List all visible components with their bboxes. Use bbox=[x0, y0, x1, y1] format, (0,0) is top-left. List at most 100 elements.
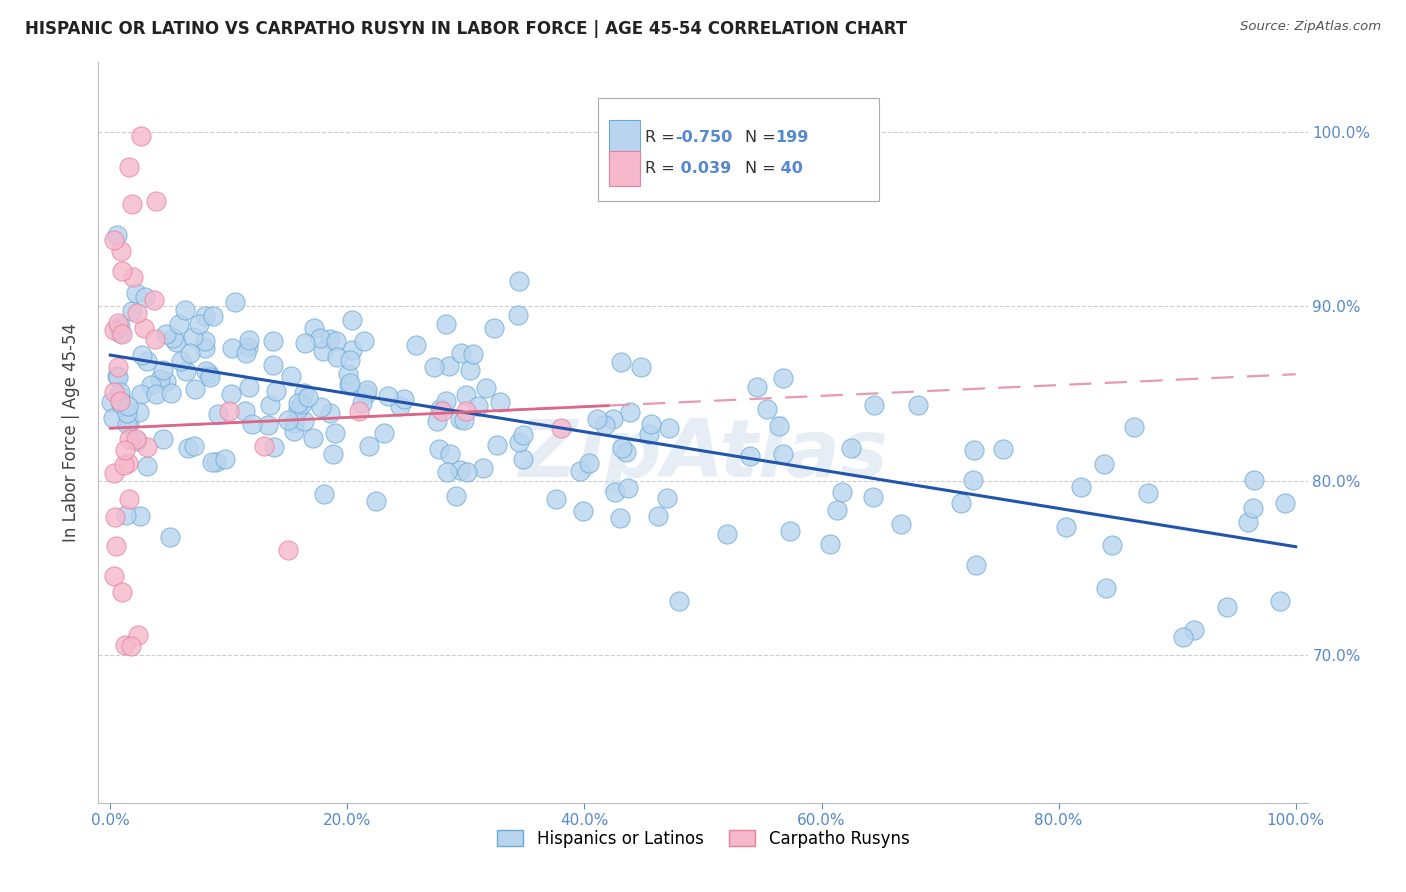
Hispanics or Latinos bbox=[429, 402, 451, 417]
Hispanics or Latinos bbox=[340, 312, 363, 326]
Hispanics or Latinos bbox=[233, 404, 256, 418]
Hispanics or Latinos bbox=[292, 414, 315, 428]
Hispanics or Latinos bbox=[169, 317, 191, 331]
Text: 199: 199 bbox=[775, 130, 808, 145]
Hispanics or Latinos bbox=[572, 504, 595, 518]
Hispanics or Latinos bbox=[105, 368, 128, 383]
Hispanics or Latinos bbox=[907, 398, 929, 412]
Hispanics or Latinos bbox=[593, 418, 616, 433]
Carpatho Rusyns bbox=[117, 432, 139, 446]
Hispanics or Latinos bbox=[325, 334, 347, 349]
Hispanics or Latinos bbox=[841, 442, 863, 456]
Hispanics or Latinos bbox=[755, 401, 778, 416]
Hispanics or Latinos bbox=[512, 451, 534, 466]
Hispanics or Latinos bbox=[201, 455, 224, 469]
Text: 0.039: 0.039 bbox=[675, 161, 731, 176]
Hispanics or Latinos bbox=[124, 286, 146, 301]
Hispanics or Latinos bbox=[1101, 538, 1123, 552]
Hispanics or Latinos bbox=[831, 485, 853, 500]
Hispanics or Latinos bbox=[467, 399, 489, 413]
Hispanics or Latinos bbox=[738, 449, 761, 463]
Hispanics or Latinos bbox=[439, 446, 461, 460]
Hispanics or Latinos bbox=[614, 445, 637, 459]
Hispanics or Latinos bbox=[117, 399, 139, 413]
Carpatho Rusyns bbox=[114, 442, 136, 457]
Hispanics or Latinos bbox=[159, 530, 181, 544]
Carpatho Rusyns bbox=[107, 316, 129, 330]
Hispanics or Latinos bbox=[238, 333, 260, 347]
Hispanics or Latinos bbox=[326, 351, 349, 365]
Hispanics or Latinos bbox=[472, 461, 495, 475]
Hispanics or Latinos bbox=[283, 416, 305, 430]
Hispanics or Latinos bbox=[280, 368, 302, 383]
Hispanics or Latinos bbox=[463, 347, 485, 361]
Carpatho Rusyns bbox=[111, 326, 134, 341]
Hispanics or Latinos bbox=[637, 427, 659, 442]
Hispanics or Latinos bbox=[336, 367, 359, 381]
Hispanics or Latinos bbox=[1137, 486, 1160, 500]
Hispanics or Latinos bbox=[287, 396, 309, 410]
Hispanics or Latinos bbox=[603, 484, 626, 499]
Hispanics or Latinos bbox=[356, 387, 378, 401]
Hispanics or Latinos bbox=[264, 384, 287, 398]
Hispanics or Latinos bbox=[1171, 630, 1194, 644]
Hispanics or Latinos bbox=[107, 322, 129, 336]
Hispanics or Latinos bbox=[434, 318, 457, 332]
Hispanics or Latinos bbox=[449, 463, 471, 477]
Hispanics or Latinos bbox=[259, 398, 281, 412]
Carpatho Rusyns bbox=[218, 404, 240, 418]
Carpatho Rusyns bbox=[111, 264, 134, 278]
Hispanics or Latinos bbox=[221, 387, 243, 401]
Hispanics or Latinos bbox=[1216, 600, 1239, 615]
Hispanics or Latinos bbox=[319, 406, 342, 420]
Hispanics or Latinos bbox=[427, 442, 450, 456]
Hispanics or Latinos bbox=[174, 303, 197, 318]
Hispanics or Latinos bbox=[100, 394, 122, 409]
Hispanics or Latinos bbox=[193, 341, 215, 355]
Hispanics or Latinos bbox=[118, 416, 141, 430]
Carpatho Rusyns bbox=[253, 439, 276, 453]
Carpatho Rusyns bbox=[117, 492, 139, 507]
Hispanics or Latinos bbox=[668, 594, 690, 608]
Carpatho Rusyns bbox=[143, 293, 166, 308]
Hispanics or Latinos bbox=[482, 321, 505, 335]
Hispanics or Latinos bbox=[152, 432, 174, 446]
Hispanics or Latinos bbox=[377, 388, 399, 402]
Carpatho Rusyns bbox=[121, 269, 143, 284]
Hispanics or Latinos bbox=[240, 417, 263, 432]
Hispanics or Latinos bbox=[221, 341, 243, 355]
Hispanics or Latinos bbox=[949, 496, 972, 510]
Hispanics or Latinos bbox=[474, 381, 496, 395]
Hispanics or Latinos bbox=[110, 385, 132, 400]
Text: -0.750: -0.750 bbox=[675, 130, 733, 145]
Hispanics or Latinos bbox=[640, 417, 662, 431]
Hispanics or Latinos bbox=[609, 511, 631, 525]
Hispanics or Latinos bbox=[194, 309, 217, 323]
Hispanics or Latinos bbox=[1054, 520, 1077, 534]
Carpatho Rusyns bbox=[103, 233, 125, 247]
Carpatho Rusyns bbox=[103, 323, 125, 337]
Hispanics or Latinos bbox=[170, 354, 193, 368]
Hispanics or Latinos bbox=[449, 412, 471, 426]
Hispanics or Latinos bbox=[862, 490, 884, 504]
Hispanics or Latinos bbox=[426, 414, 449, 428]
Hispanics or Latinos bbox=[436, 465, 458, 479]
Hispanics or Latinos bbox=[1270, 594, 1292, 608]
Hispanics or Latinos bbox=[131, 387, 153, 401]
Hispanics or Latinos bbox=[262, 334, 284, 348]
Hispanics or Latinos bbox=[134, 290, 156, 304]
Hispanics or Latinos bbox=[131, 348, 153, 362]
Hispanics or Latinos bbox=[546, 491, 568, 506]
Hispanics or Latinos bbox=[339, 352, 361, 367]
Hispanics or Latinos bbox=[508, 434, 530, 449]
Hispanics or Latinos bbox=[512, 428, 534, 442]
Hispanics or Latinos bbox=[207, 407, 229, 421]
Text: N =: N = bbox=[745, 161, 782, 176]
Hispanics or Latinos bbox=[825, 502, 848, 516]
Hispanics or Latinos bbox=[353, 334, 375, 348]
Carpatho Rusyns bbox=[108, 393, 131, 408]
Hispanics or Latinos bbox=[610, 354, 633, 368]
Hispanics or Latinos bbox=[657, 491, 679, 505]
Carpatho Rusyns bbox=[110, 244, 132, 259]
Hispanics or Latinos bbox=[236, 340, 259, 354]
